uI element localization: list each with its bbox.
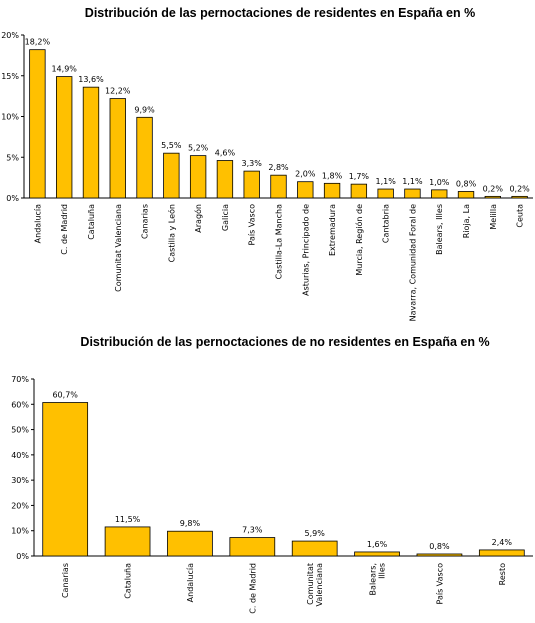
bar [189,155,207,199]
category-label: Extremadura [328,204,337,256]
data-label: 5,2% [188,144,209,153]
chart-title-no-residentes: Distribución de las pernoctaciones de no… [80,335,489,349]
category-label: Navarra, Comunidad Foral de [408,204,417,321]
category-label: Resto [498,563,507,585]
bar [377,188,394,199]
category-label: Cantabria [382,204,391,243]
y-tick-label: 40% [11,451,29,460]
category-label: Rioja, La [462,204,471,238]
data-label: 9,9% [134,105,155,114]
category-label: Aragón [193,204,203,233]
bar [82,86,100,199]
bar [478,549,525,557]
y-tick-label: 50% [11,426,29,435]
category-label: Melilla [489,204,498,230]
category-label: Cataluña [124,563,133,599]
data-label: 18,2% [25,38,51,47]
data-label: 9,8% [180,519,201,528]
data-label: 4,6% [215,149,236,158]
bar [511,195,528,199]
bar [416,553,463,557]
data-label: 3,3% [242,159,263,168]
data-label: 1,1% [375,177,396,186]
data-label: 0,8% [456,179,477,188]
bar [431,189,448,199]
y-tick-label: 15% [1,72,19,81]
category-label: Canarias [141,204,150,239]
category-label: Andalucía [33,204,42,243]
data-label: 0,2% [483,184,504,193]
y-tick-label: 0% [16,552,29,561]
chart-no-residentes: 0% 10% 20% 30% 40% 50% 60% 70% 60,7% Canarias 11,5… [11,375,533,614]
bar [457,191,475,199]
data-label: 1,7% [349,172,370,181]
bar [42,402,89,557]
data-label: 5,5% [161,141,182,150]
bar [243,170,260,199]
data-label: 2,0% [295,170,316,179]
data-label: 2,4% [492,538,513,547]
bar [354,551,400,557]
chart-residentes: 0% 5% 10% 15% 20% 18,2% Andalucía 14,9% C. de Ma… [1,31,533,321]
data-label: 1,0% [429,178,450,187]
category-label: C. de Madrid [60,204,69,255]
y-tick-label: 20% [11,501,29,510]
bar [109,98,126,199]
data-label: 1,6% [367,540,388,549]
data-label: 12,2% [105,87,131,96]
bar [56,76,73,199]
category-label: Andalucía [186,563,195,602]
category-label: Murcia, Región de [354,204,364,276]
category-label: Balears, Illes [435,204,444,255]
category-label: País Vasco [248,204,257,246]
data-label: 2,8% [268,163,289,172]
data-label: 0,2% [509,184,530,193]
y-tick-label: 10% [1,113,19,122]
data-label: 0,8% [429,542,450,551]
bar [29,49,46,199]
y-tick-label: 60% [11,400,29,409]
y-tick-label: 5% [6,153,19,162]
chart-title-residentes: Distribución de las pernoctaciones de re… [85,6,475,20]
category-label: Castilla y León [166,204,176,262]
data-label: 60,7% [52,391,78,400]
data-label: 14,9% [51,65,77,74]
category-label: C. de Madrid [248,563,257,614]
bar [229,537,276,557]
y-tick-label: 70% [11,375,29,384]
category-label: Ceuta [516,204,525,228]
data-label: 7,3% [242,526,263,535]
bar [216,160,234,199]
category-label: Castilla-La Mancha [275,204,284,279]
category-label: Galicia [221,204,230,231]
bar [291,540,338,557]
category-label: Canarias [61,563,70,598]
category-label: Asturias, Principado de [301,204,310,296]
bar [136,116,153,199]
y-tick-label: 0% [6,194,19,203]
bar [484,195,501,199]
data-label: 11,5% [115,515,141,524]
bar [297,181,314,199]
y-tick-label: 30% [11,476,29,485]
data-label: 13,6% [78,75,104,84]
bar [404,188,421,199]
bar [323,182,341,199]
y-tick-label: 10% [11,527,29,536]
category-label: Comunitat Valenciana [114,204,123,292]
bar [163,152,180,199]
bar [350,183,368,199]
bar [167,530,213,557]
data-label: 5,9% [305,529,326,538]
category-label: Balears,Illes [369,563,387,595]
bar [104,526,151,557]
category-label: País Vasco [435,563,444,605]
category-label: Cataluña [87,204,96,240]
y-tick-label: 20% [1,31,19,40]
data-label: 1,8% [322,171,343,180]
category-label: ComunitatValenciana [306,563,324,607]
data-label: 1,1% [402,177,423,186]
bar [270,174,287,199]
